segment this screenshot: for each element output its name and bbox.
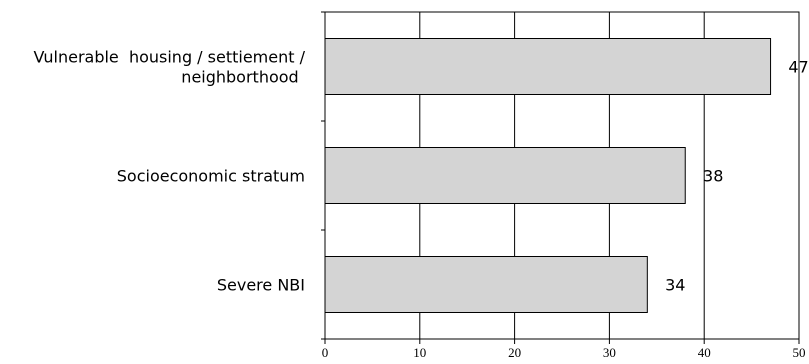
data-label: 38 [703,167,723,186]
bars [324,38,772,313]
data-label: 34 [665,276,685,295]
bar [324,38,772,95]
data-label: 47 [788,58,808,77]
x-tick-label: 10 [413,345,426,360]
x-tick-label: 30 [603,345,616,360]
category-label: Severe NBI [217,276,305,295]
data-labels: 47 38 34 [665,58,809,295]
category-labels: Vulnerable housing / settiement / neighbo… [34,48,306,295]
x-tick-label: 40 [698,345,711,360]
x-tick-label: 20 [508,345,521,360]
category-label: Socioeconomic stratum [117,167,305,186]
bar [324,147,686,204]
x-tick-label: 50 [793,345,806,360]
bar [324,256,648,313]
x-tick-label: 0 [322,345,329,360]
x-axis-ticks: 0 10 20 30 40 50 [321,11,806,360]
category-label: Vulnerable housing / settiement / neighbo… [34,48,306,87]
